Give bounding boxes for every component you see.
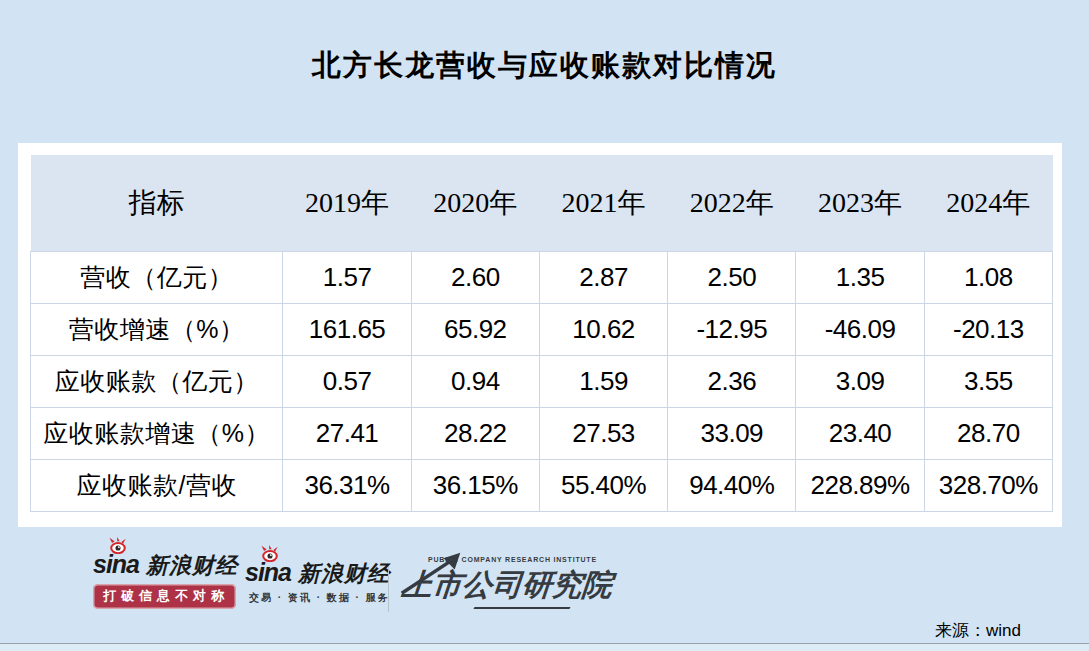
source-label: 来源：wind <box>935 619 1021 642</box>
table-row: 营收（亿元）1.572.602.872.501.351.08 <box>31 251 1053 303</box>
sina-finance-name: 新浪财经 <box>298 563 390 585</box>
value-cell: 27.41 <box>283 407 411 459</box>
data-table: 指标2019年2020年2021年2022年2023年2024年 营收（亿元）1… <box>30 155 1053 512</box>
value-cell: 0.57 <box>283 355 411 407</box>
footer-logos: sina 新浪财经 打破信息不对称 sina 新浪财经 交易 · 资讯 · 数据 <box>0 548 640 618</box>
value-cell: 55.40% <box>539 459 667 511</box>
header-cell-indicator: 指标 <box>31 155 283 251</box>
sina-logo-mark: sina 新浪财经 <box>93 552 238 577</box>
value-cell: 27.53 <box>539 407 667 459</box>
row-label-cell: 营收（亿元） <box>31 251 283 303</box>
value-cell: 28.22 <box>411 407 539 459</box>
header-cell-year: 2020年 <box>411 155 539 251</box>
sina-finance-logo-primary: sina 新浪财经 打破信息不对称 <box>93 552 238 609</box>
table-row: 应收账款/营收36.31%36.15%55.40%94.40%228.89%32… <box>31 459 1053 511</box>
sina-eye-icon <box>259 545 281 562</box>
row-label-cell: 应收账款/营收 <box>31 459 283 511</box>
header-cell-year: 2023年 <box>796 155 924 251</box>
value-cell: -46.09 <box>796 303 924 355</box>
value-cell: 328.70% <box>924 459 1052 511</box>
footer-divider <box>388 566 389 612</box>
header-cell-year: 2024年 <box>924 155 1052 251</box>
value-cell: 2.50 <box>668 251 796 303</box>
value-cell: 1.59 <box>539 355 667 407</box>
research-institute-logo: PUBLIC COMPANY RESEARCH INSTITUTE 上市公司研究… <box>402 556 572 609</box>
sina-services-line: 交易 · 资讯 · 数据 · 服务 <box>249 591 390 605</box>
value-cell: 94.40% <box>668 459 796 511</box>
value-cell: 28.70 <box>924 407 1052 459</box>
value-cell: 228.89% <box>796 459 924 511</box>
row-label-cell: 营收增速（%） <box>31 303 283 355</box>
header-cell-year: 2019年 <box>283 155 411 251</box>
table-row: 营收增速（%）161.6565.9210.62-12.95-46.09-20.1… <box>31 303 1053 355</box>
value-cell: 1.35 <box>796 251 924 303</box>
sina-slogan-banner: 打破信息不对称 <box>93 584 236 609</box>
value-cell: 1.57 <box>283 251 411 303</box>
header-cell-year: 2022年 <box>668 155 796 251</box>
value-cell: 2.60 <box>411 251 539 303</box>
sina-eye-icon <box>107 537 129 554</box>
value-cell: 65.92 <box>411 303 539 355</box>
value-cell: 3.55 <box>924 355 1052 407</box>
institute-name-cn: 上市公司研究院 <box>400 565 574 606</box>
value-cell: 36.15% <box>411 459 539 511</box>
bottom-strip <box>0 644 1089 651</box>
sina-finance-name: 新浪财经 <box>146 555 238 577</box>
table-row: 应收账款增速（%）27.4128.2227.5333.0923.4028.70 <box>31 407 1053 459</box>
value-cell: -12.95 <box>668 303 796 355</box>
page-title: 北方长龙营收与应收账款对比情况 <box>0 46 1089 86</box>
value-cell: 161.65 <box>283 303 411 355</box>
value-cell: 33.09 <box>668 407 796 459</box>
value-cell: 3.09 <box>796 355 924 407</box>
sina-brand-text: sina <box>93 552 139 577</box>
value-cell: 0.94 <box>411 355 539 407</box>
table-row: 应收账款（亿元）0.570.941.592.363.093.55 <box>31 355 1053 407</box>
row-label-cell: 应收账款（亿元） <box>31 355 283 407</box>
value-cell: 10.62 <box>539 303 667 355</box>
sina-finance-logo-secondary: sina 新浪财经 交易 · 资讯 · 数据 · 服务 <box>245 560 390 605</box>
value-cell: 2.36 <box>668 355 796 407</box>
sina-brand-text: sina <box>245 560 291 585</box>
value-cell: 36.31% <box>283 459 411 511</box>
table-header-row: 指标2019年2020年2021年2022年2023年2024年 <box>31 155 1053 251</box>
value-cell: 23.40 <box>796 407 924 459</box>
row-label-cell: 应收账款增速（%） <box>31 407 283 459</box>
header-cell-year: 2021年 <box>539 155 667 251</box>
institute-underline <box>473 607 570 609</box>
infographic-page: 北方长龙营收与应收账款对比情况 指标2019年2020年2021年2022年20… <box>0 0 1089 651</box>
value-cell: 1.08 <box>924 251 1052 303</box>
value-cell: -20.13 <box>924 303 1052 355</box>
sina-logo-mark: sina 新浪财经 <box>245 560 390 585</box>
table-card: 指标2019年2020年2021年2022年2023年2024年 营收（亿元）1… <box>18 143 1062 527</box>
value-cell: 2.87 <box>539 251 667 303</box>
